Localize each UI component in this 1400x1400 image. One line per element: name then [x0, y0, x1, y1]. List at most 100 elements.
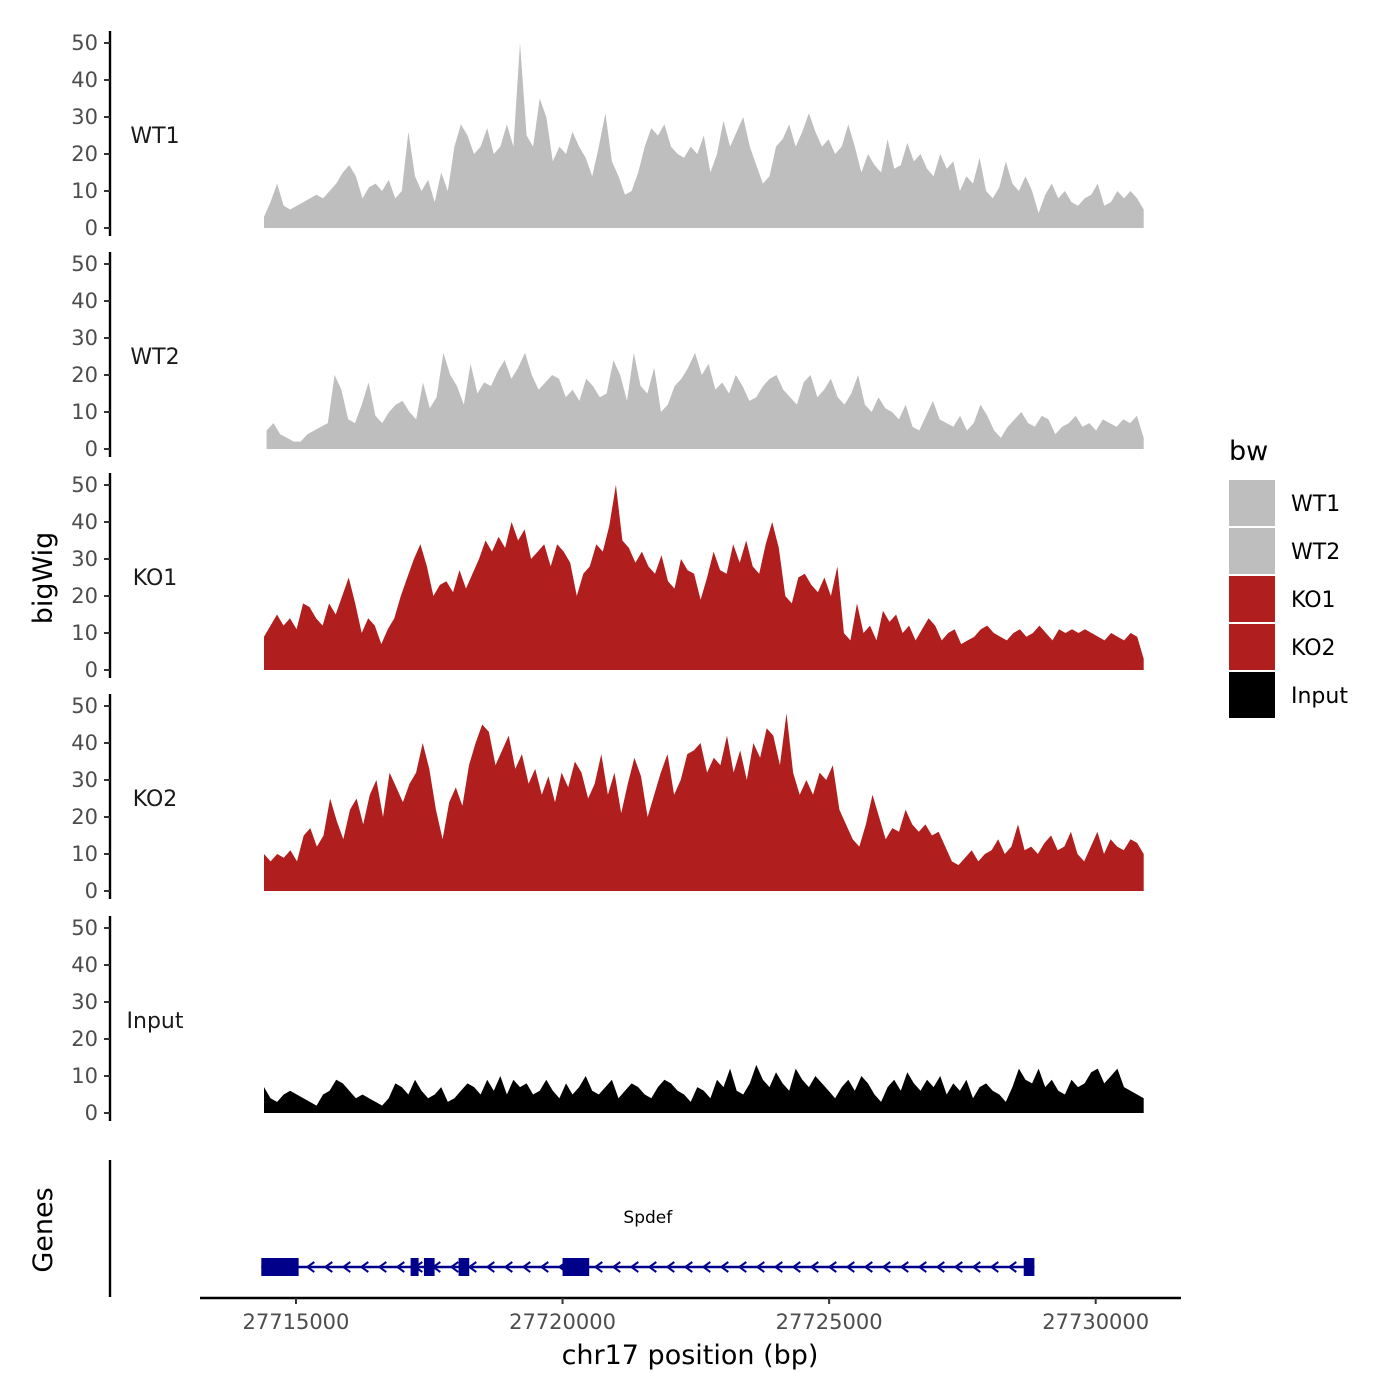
strand-arrow	[395, 1261, 405, 1273]
strand-arrow	[305, 1261, 315, 1273]
y-tick-label: 50	[71, 252, 98, 276]
y-tick-label: 20	[71, 142, 98, 166]
y-tick-label: 20	[71, 363, 98, 387]
strand-arrow	[971, 1261, 981, 1273]
y-tick-label: 20	[71, 584, 98, 608]
bigwig-tracks: 0 10 20 30 40 50 WT1 0 10 20 30 40 50 WT2 0 10 20 30 40 50 K…	[71, 31, 1144, 1125]
strand-arrow	[539, 1261, 549, 1273]
legend-key-ko2	[1229, 624, 1275, 670]
y-tick-label: 40	[71, 289, 98, 313]
legend-key-wt2	[1229, 528, 1275, 574]
strand-arrow	[593, 1261, 603, 1273]
exon	[562, 1258, 590, 1276]
gene-panel-title: Genes	[28, 1187, 59, 1272]
y-tick-label: 10	[71, 842, 98, 866]
exon	[1023, 1258, 1035, 1276]
track-label: KO2	[133, 787, 178, 812]
strand-arrow	[791, 1261, 801, 1273]
legend: bw WT1 WT2 KO1 KO2 Input	[1229, 436, 1348, 718]
strand-arrow	[611, 1261, 621, 1273]
track-wt2: 0 10 20 30 40 50 WT2	[71, 252, 1144, 461]
x-tick-label: 27725000	[776, 1310, 883, 1334]
y-tick-label: 30	[71, 326, 98, 350]
legend-label: WT1	[1291, 492, 1340, 517]
strand-arrow	[827, 1261, 837, 1273]
y-tick-label: 40	[71, 68, 98, 92]
track-ko2: 0 10 20 30 40 50 KO2	[71, 694, 1144, 903]
y-axis-title: bigWig	[28, 532, 59, 625]
y-tick-label: 30	[71, 768, 98, 792]
track-label: Input	[127, 1009, 184, 1034]
y-tick-label: 30	[71, 547, 98, 571]
y-tick-label: 40	[71, 731, 98, 755]
track-input: 0 10 20 30 40 50 Input	[71, 916, 1144, 1125]
exon	[458, 1258, 470, 1276]
x-axis-title: chr17 position (bp)	[562, 1340, 819, 1371]
strand-arrow	[449, 1261, 459, 1273]
legend-title: bw	[1229, 436, 1268, 467]
track-label: WT1	[130, 124, 179, 149]
strand-arrow	[503, 1261, 513, 1273]
strand-arrow	[773, 1261, 783, 1273]
strand-arrow	[467, 1261, 477, 1273]
strand-arrow	[1007, 1261, 1017, 1273]
y-tick-label: 20	[71, 805, 98, 829]
area-ko2	[264, 713, 1144, 891]
strand-arrow	[863, 1261, 873, 1273]
y-tick-label: 0	[85, 1101, 98, 1125]
strand-arrow	[341, 1261, 351, 1273]
legend-key-ko1	[1229, 576, 1275, 622]
y-tick-label: 10	[71, 1064, 98, 1088]
x-axis: 27715000 27720000 27725000 27730000	[200, 1296, 1181, 1334]
x-tick-label: 27715000	[243, 1310, 350, 1334]
strand-arrow	[647, 1261, 657, 1273]
area-ko1	[264, 485, 1144, 670]
y-tick-label: 50	[71, 694, 98, 718]
y-tick-label: 30	[71, 105, 98, 129]
track-label: WT2	[130, 345, 179, 370]
y-tick-label: 40	[71, 510, 98, 534]
strand-arrow	[755, 1261, 765, 1273]
y-tick-label: 20	[71, 1027, 98, 1051]
y-tick-label: 50	[71, 31, 98, 55]
strand-arrow	[521, 1261, 531, 1273]
strand-arrow	[701, 1261, 711, 1273]
strand-arrow	[629, 1261, 639, 1273]
strand-arrow	[881, 1261, 891, 1273]
legend-label: KO1	[1291, 588, 1336, 613]
exon	[423, 1258, 435, 1276]
y-tick-label: 40	[71, 953, 98, 977]
y-tick-label: 0	[85, 658, 98, 682]
strand-arrow	[377, 1261, 387, 1273]
x-tick-label: 27720000	[509, 1310, 616, 1334]
y-tick-label: 10	[71, 400, 98, 424]
legend-label: WT2	[1291, 540, 1340, 565]
track-wt1: 0 10 20 30 40 50 WT1	[71, 31, 1144, 240]
strand-arrow	[989, 1261, 999, 1273]
legend-label: KO2	[1291, 636, 1336, 661]
legend-label: Input	[1291, 684, 1348, 709]
strand-arrow	[359, 1261, 369, 1273]
strand-arrow	[809, 1261, 819, 1273]
strand-arrow	[323, 1261, 333, 1273]
track-label: KO1	[133, 566, 178, 591]
exon	[410, 1258, 419, 1276]
y-tick-label: 0	[85, 216, 98, 240]
exon	[261, 1258, 299, 1276]
y-tick-label: 10	[71, 179, 98, 203]
area-wt1	[264, 43, 1144, 228]
strand-arrow	[953, 1261, 963, 1273]
area-wt2	[266, 352, 1144, 449]
strand-arrow	[845, 1261, 855, 1273]
gene-panel: Spdef	[108, 1160, 1035, 1297]
area-input	[264, 1064, 1144, 1113]
legend-key-input	[1229, 672, 1275, 718]
strand-arrow	[683, 1261, 693, 1273]
strand-arrow	[935, 1261, 945, 1273]
y-tick-label: 50	[71, 473, 98, 497]
strand-arrow	[485, 1261, 495, 1273]
strand-arrow	[917, 1261, 927, 1273]
y-tick-label: 30	[71, 990, 98, 1014]
x-tick-label: 27730000	[1042, 1310, 1149, 1334]
